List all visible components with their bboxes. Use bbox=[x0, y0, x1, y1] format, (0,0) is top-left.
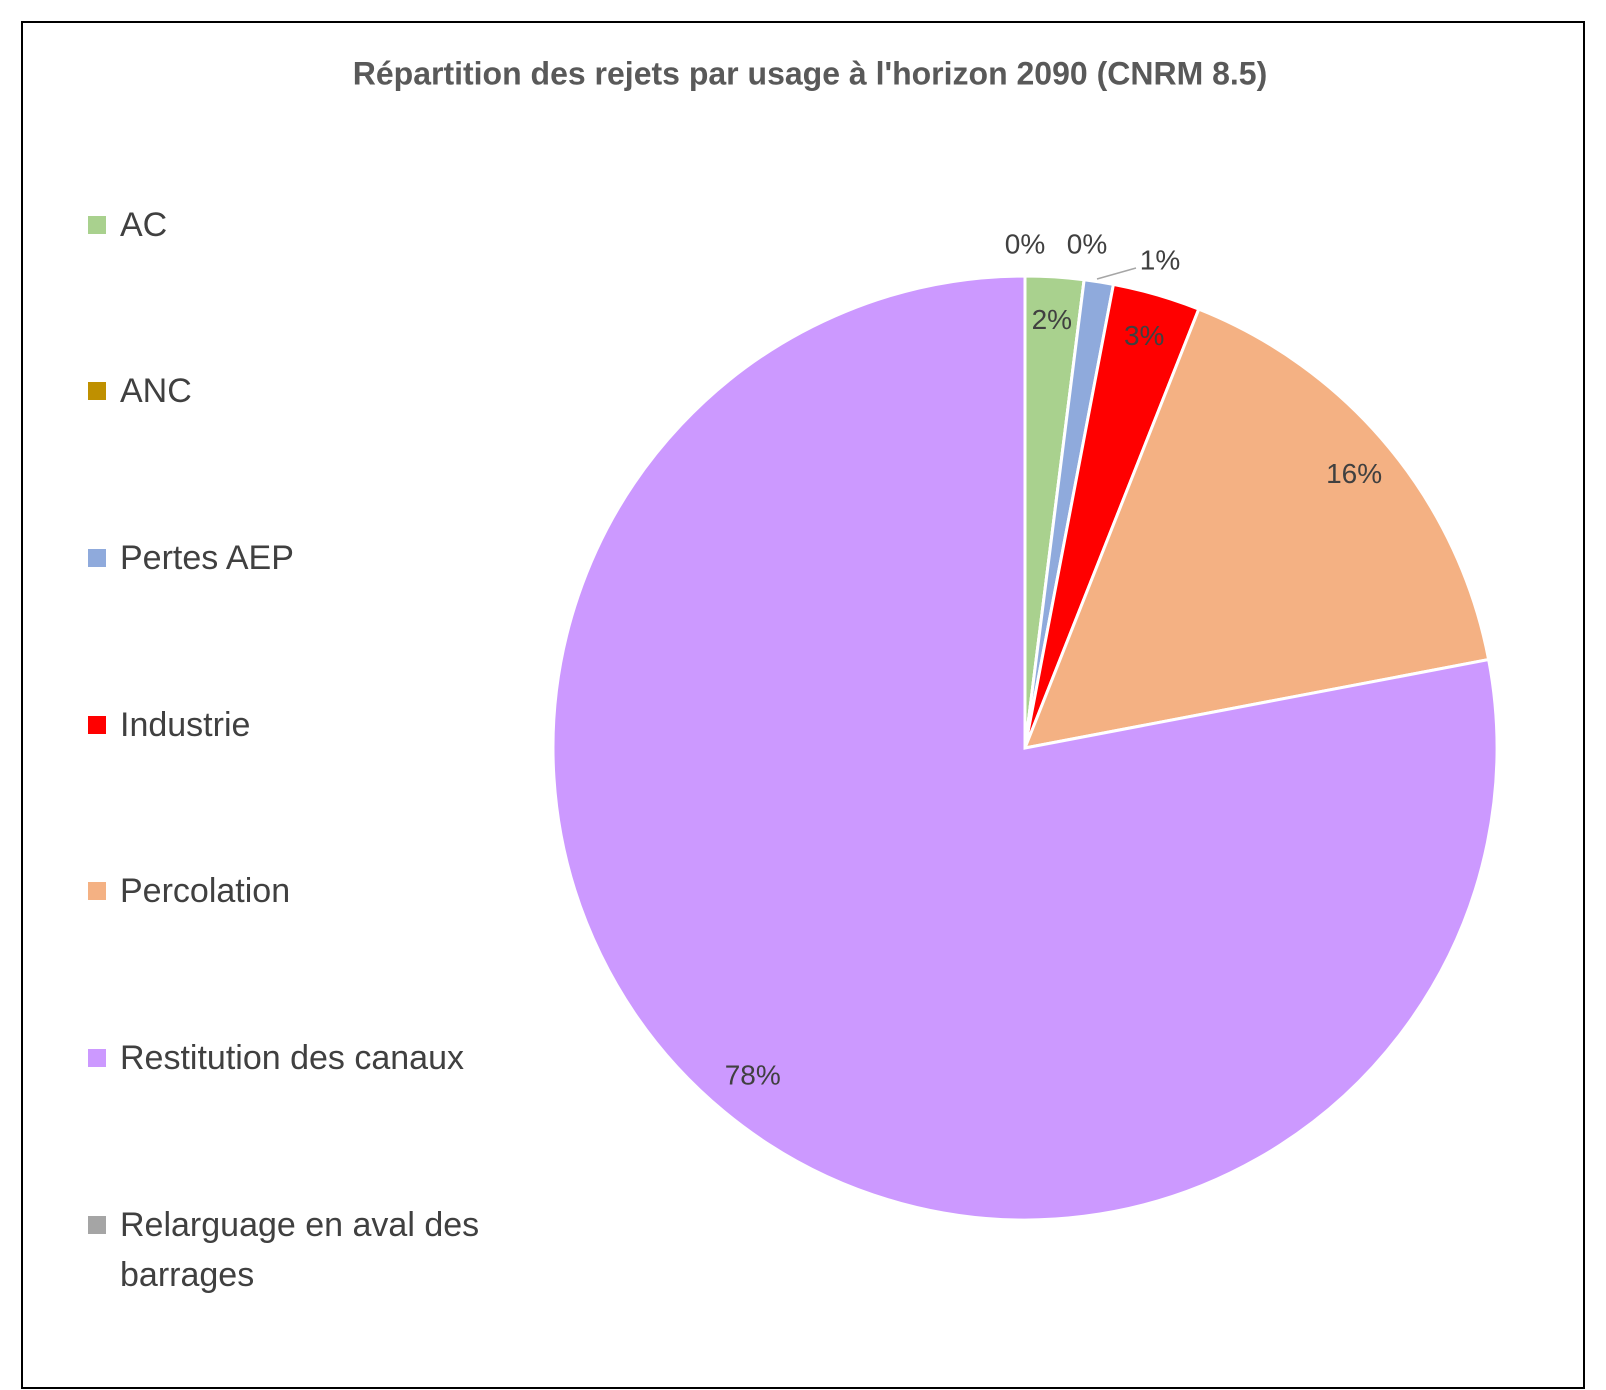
data-label: 0% bbox=[1005, 228, 1045, 259]
legend-item: ANC bbox=[88, 366, 520, 416]
legend-swatch bbox=[88, 716, 106, 734]
data-label: 16% bbox=[1326, 458, 1382, 489]
legend-label: Restitution des canaux bbox=[120, 1039, 464, 1077]
legend-label: ANC bbox=[120, 372, 192, 410]
legend-label: Percolation bbox=[120, 872, 291, 910]
legend-item: Restitution des canaux bbox=[88, 1033, 520, 1083]
legend-swatch bbox=[88, 549, 106, 567]
legend-item: Relarguage en aval des barrages bbox=[88, 1200, 520, 1300]
data-label: 78% bbox=[725, 1060, 781, 1091]
legend-swatch bbox=[88, 216, 106, 234]
data-label: 2% bbox=[1032, 304, 1072, 335]
pie bbox=[551, 274, 1499, 1222]
legend-item: Percolation bbox=[88, 866, 520, 916]
leader-line bbox=[1096, 267, 1137, 280]
legend-swatch bbox=[88, 1049, 106, 1067]
legend-item: AC bbox=[88, 200, 520, 250]
legend-item: Industrie bbox=[88, 700, 520, 750]
legend-label: AC bbox=[120, 206, 168, 244]
legend-label: Pertes AEP bbox=[120, 539, 294, 577]
legend-item: Pertes AEP bbox=[88, 533, 520, 583]
pie-slice bbox=[1022, 307, 1491, 750]
legend-swatch bbox=[88, 382, 106, 400]
legend-swatch bbox=[88, 1216, 106, 1234]
legend-swatch bbox=[88, 882, 106, 900]
legend-label: Industrie bbox=[120, 706, 251, 744]
legend-label: Relarguage en aval des barrages bbox=[120, 1206, 480, 1294]
chart-title: Répartition des rejets par usage à l'hor… bbox=[353, 55, 1268, 91]
data-label: 1% bbox=[1140, 244, 1180, 275]
data-label: 3% bbox=[1124, 320, 1164, 351]
data-label: 0% bbox=[1067, 228, 1107, 259]
